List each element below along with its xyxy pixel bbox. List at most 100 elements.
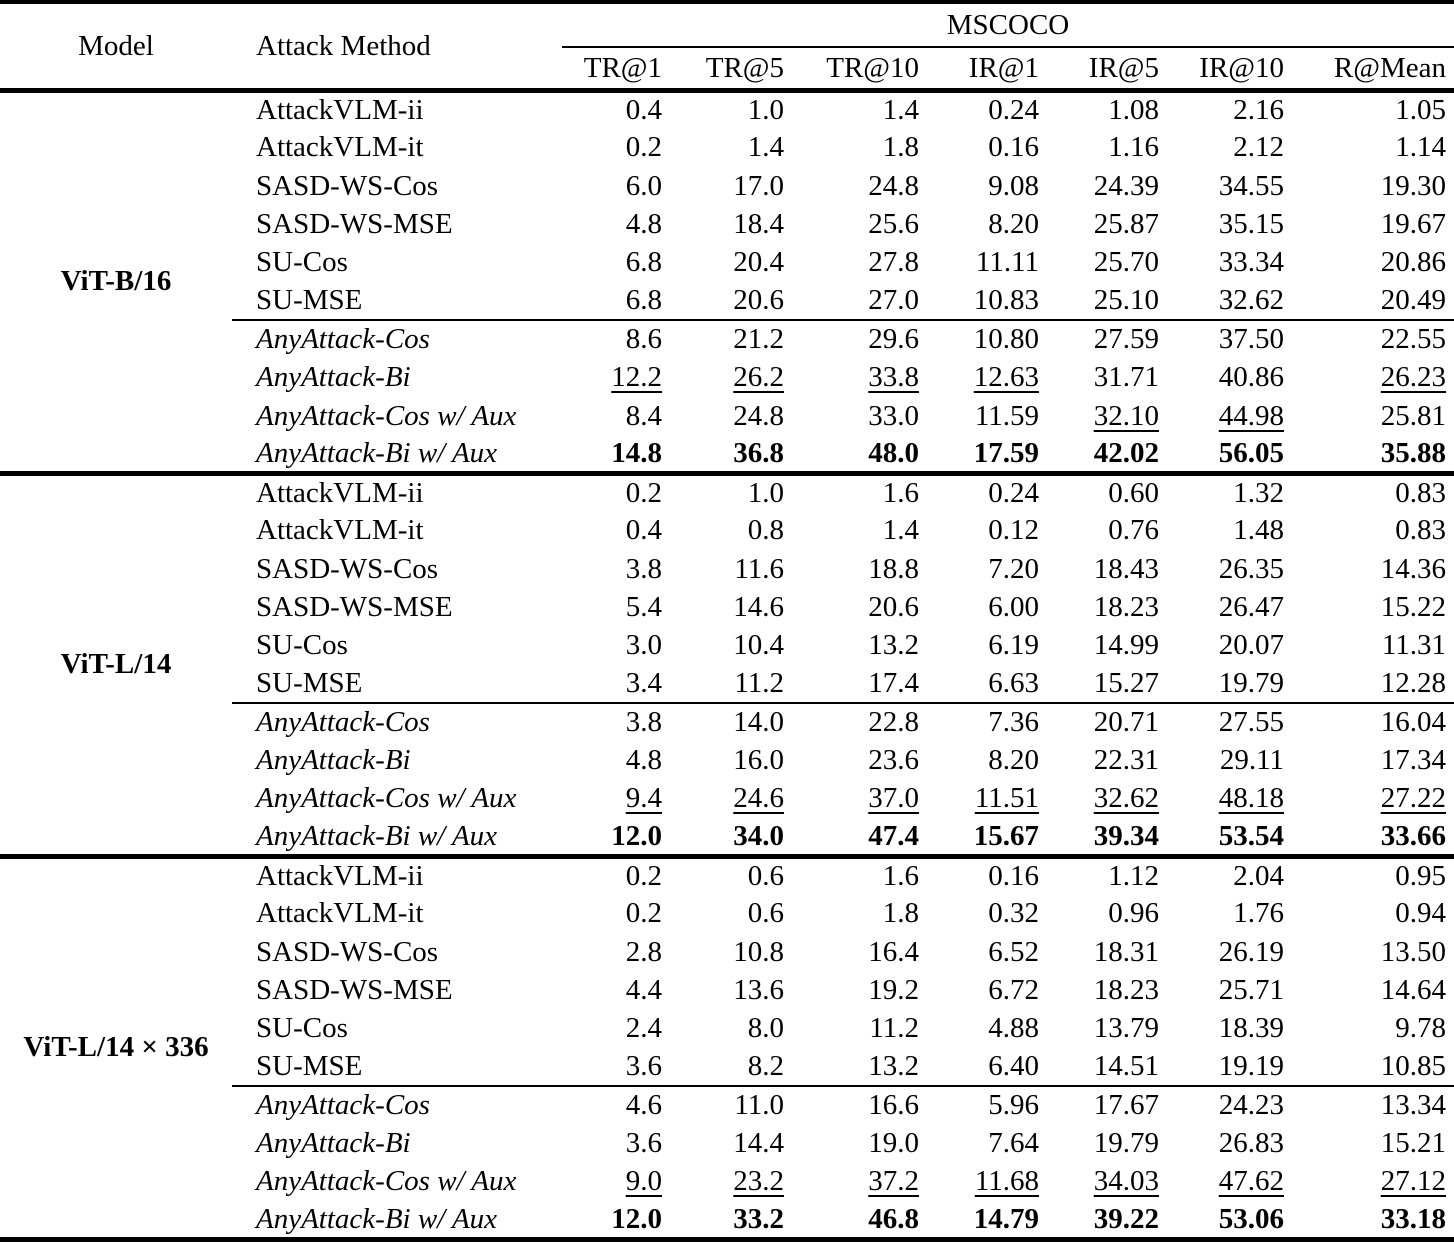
metric-value: 17.67 [1047,1085,1167,1125]
metric-value: 12.0 [611,819,662,852]
table-row: AnyAttack-Bi 12.2 26.2 33.8 12.63 31.71 40.86 2… [0,359,1454,397]
metric-value: 19.79 [1218,667,1284,700]
table-row: AttackVLM-it 0.2 1.4 1.8 0.16 1.16 2.12 1.14 [0,129,1454,167]
attack-method-label: SU-MSE [256,284,363,317]
metric-value: 9.0 [625,1165,662,1198]
table-row: SASD-WS-MSE 5.4 14.6 20.6 6.00 18.23 26.47 15.2… [0,588,1454,626]
metric-value: 44.98 [1218,399,1284,432]
metric-value: 14.36 [1380,552,1446,585]
metric-value: 34.03 [1093,1165,1159,1198]
metric-value: 23.2 [733,1165,784,1198]
metric-value: 22.8 [792,702,927,742]
metric-value: 0.4 [625,94,662,127]
metric-value: 1.08 [1108,94,1159,127]
metric-value: 26.23 [1380,361,1446,394]
metric-value: 0.6 [670,853,792,895]
metric-value: 15.22 [1380,591,1446,623]
model-label: ViT-B/16 [60,265,172,298]
metric-value: 48.0 [868,436,919,469]
metric-value: 56.05 [1218,436,1284,469]
table-row: SASD-WS-MSE 4.4 13.6 19.2 6.72 18.23 25.71 14.6… [0,971,1454,1009]
metric-value: 20.6 [733,284,784,317]
metric-value: 39.22 [1093,1202,1159,1235]
metric-value: 20.71 [1047,702,1167,742]
metric-value: 6.8 [625,284,662,317]
metric-value: 5.96 [927,1085,1047,1125]
table-row: AnyAttack-Cos 3.8 14.0 22.8 7.36 20.71 27.55 16… [0,702,1454,742]
metric-value: 46.8 [868,1202,919,1235]
metric-value: 53.06 [1218,1202,1284,1235]
attack-method-label: AnyAttack-Cos [232,1085,562,1125]
metric-value: 7.20 [988,552,1039,585]
metric-value: 14.8 [611,436,662,469]
metric-value: 0.83 [1395,514,1446,547]
metric-value: 25.6 [868,208,919,241]
metric-value: 19.67 [1380,208,1446,241]
table-row: SASD-WS-Cos 2.8 10.8 16.4 6.52 18.31 26.19 13.5… [0,933,1454,971]
column-header-model: Model [0,2,232,93]
metric-value: 36.8 [733,436,784,469]
metric-value: 3.6 [625,1127,662,1160]
metric-value: 16.4 [868,935,919,968]
metric-value: 1.8 [882,897,919,930]
metric-value: 19.30 [1380,169,1446,202]
metric-value: 33.18 [1380,1202,1446,1235]
metric-value: 0.32 [988,897,1039,930]
metric-value: 1.4 [882,94,919,127]
table-row: ViT-L/14 × 336 AttackVLM-ii 0.2 0.6 1.6 0.16 1… [0,853,1454,1240]
metric-value: 1.4 [747,131,784,164]
metric-value: 37.2 [868,1165,919,1198]
metric-value: 0.96 [1108,897,1159,930]
metric-value: 1.6 [792,470,927,512]
metric-value: 0.60 [1047,470,1167,512]
table-row: AnyAttack-Cos 4.6 11.0 16.6 5.96 17.67 24.23 13… [0,1085,1454,1125]
metric-value: 10.8 [733,935,784,968]
table-row: SU-MSE 3.6 8.2 13.2 6.40 14.51 19.19 10.85 [0,1048,1454,1086]
metric-value: 11.68 [974,1165,1039,1198]
metric-value: 13.79 [1093,1012,1159,1045]
attack-method-label: SASD-WS-Cos [256,169,439,202]
metric-value: 1.14 [1395,131,1446,164]
metric-value: 11.51 [974,782,1039,815]
metric-value: 33.2 [733,1202,784,1235]
metric-value: 0.2 [562,470,670,512]
metric-value: 32.10 [1093,399,1159,432]
attack-method-label: AnyAttack-Bi w/ Aux [256,819,498,852]
metric-value: 16.0 [733,744,784,777]
metric-value: 18.43 [1093,552,1159,585]
attack-method-label: AnyAttack-Bi [256,361,411,394]
table-row: SASD-WS-Cos 3.8 11.6 18.8 7.20 18.43 26.35 14.3… [0,550,1454,588]
metric-value: 6.0 [625,169,662,202]
metric-value: 27.22 [1380,782,1446,815]
metric-value: 40.86 [1218,361,1284,394]
metric-value: 9.78 [1395,1012,1446,1045]
metric-value: 4.88 [988,1012,1039,1045]
metric-value: 18.31 [1093,935,1159,968]
table-row: AnyAttack-Cos w/ Aux 8.4 24.8 33.0 11.59 32.1… [0,397,1454,435]
metric-value: 37.0 [868,782,919,815]
attack-method-label: AnyAttack-Cos [232,319,562,359]
metric-value: 3.4 [625,667,662,700]
metric-value: 0.94 [1395,897,1446,930]
metric-value: 8.2 [747,1050,784,1083]
metric-value: 34.55 [1218,169,1284,202]
metric-value: 1.8 [882,131,919,164]
attack-method-label: SU-MSE [256,667,363,700]
column-header-tr5: TR@5 [670,47,792,93]
metric-value: 29.11 [1219,744,1284,777]
table-row: AttackVLM-it 0.4 0.8 1.4 0.12 0.76 1.48 0.83 [0,512,1454,550]
metric-value: 3.8 [625,552,662,585]
metric-value: 3.0 [625,629,662,662]
metric-value: 1.12 [1047,853,1167,895]
metric-value: 29.6 [792,319,927,359]
metric-value: 16.04 [1292,702,1454,742]
metric-value: 11.59 [974,399,1039,432]
table-row: SU-Cos 3.0 10.4 13.2 6.19 14.99 20.07 11.31 [0,627,1454,665]
metric-value: 4.8 [625,744,662,777]
metric-value: 25.71 [1218,973,1284,1006]
metric-value: 42.02 [1093,436,1159,469]
metric-value: 19.79 [1093,1127,1159,1160]
metric-value: 14.51 [1093,1050,1159,1083]
table-row: SU-MSE 6.8 20.6 27.0 10.83 25.10 32.62 20.49 [0,282,1454,320]
metric-value: 0.95 [1292,853,1454,895]
